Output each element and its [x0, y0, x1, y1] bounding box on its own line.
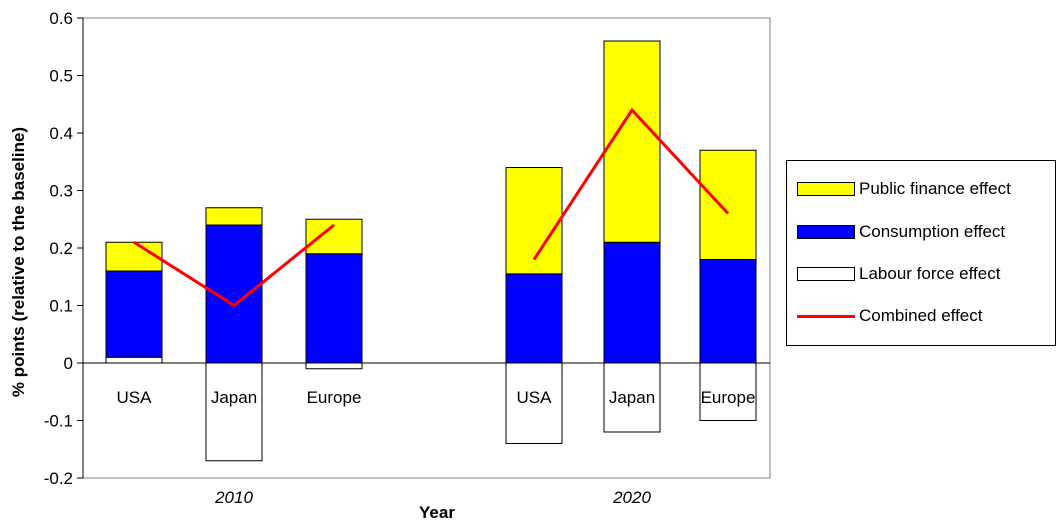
- legend-swatch: [797, 225, 855, 239]
- legend-item: Consumption effect: [797, 221, 1005, 243]
- bar-public-finance: [105, 241, 163, 272]
- bar-public-finance: [699, 149, 757, 260]
- y-tick-label: 0: [64, 354, 73, 373]
- bar-public-finance: [205, 207, 263, 226]
- category-label: Japan: [609, 388, 655, 407]
- legend: Public finance effect Consumption effect L…: [786, 160, 1056, 346]
- y-tick-label: 0.1: [49, 297, 73, 316]
- y-tick-label: -0.1: [44, 412, 73, 431]
- legend-label: Combined effect: [859, 306, 983, 325]
- y-tick-label: -0.2: [44, 469, 73, 488]
- group-label: 2010: [214, 488, 253, 507]
- y-axis-title: % points (relative to the baseline): [9, 127, 28, 397]
- y-tick-label: 0.3: [49, 182, 73, 201]
- x-axis-labels: USA Japan Europe 2010 USA Japan Europe 2020: [117, 388, 756, 507]
- category-label: Europe: [307, 388, 362, 407]
- plot-frame: [82, 17, 771, 479]
- legend-item: Combined effect: [797, 305, 982, 327]
- bar-consumption: [505, 273, 563, 364]
- legend-label: Public finance effect: [859, 179, 1011, 198]
- bar-labour-force: [205, 362, 263, 462]
- bar-public-finance: [505, 167, 563, 275]
- combined-effect-line: [532, 107, 730, 261]
- bar-labour-force: [105, 356, 163, 364]
- legend-line-swatch: [797, 314, 855, 318]
- bar-public-finance: [603, 40, 661, 243]
- bar-labour-force: [505, 362, 563, 444]
- bar-consumption: [305, 253, 363, 364]
- bar-consumption: [105, 270, 163, 358]
- legend-swatch: [797, 267, 855, 281]
- category-label: USA: [117, 388, 153, 407]
- bar-public-finance: [305, 218, 363, 255]
- legend-label: Labour force effect: [859, 264, 1001, 283]
- legend-swatch: [797, 182, 855, 196]
- y-tick-label: 0.5: [49, 67, 73, 86]
- legend-item: Public finance effect: [797, 178, 1011, 200]
- bar-consumption: [699, 259, 757, 364]
- bar-consumption: [603, 241, 661, 364]
- combined-effect-line: [133, 223, 335, 308]
- y-tick-label: 0.2: [49, 239, 73, 258]
- category-label: USA: [517, 388, 553, 407]
- legend-label: Consumption effect: [859, 222, 1006, 241]
- category-label: Japan: [211, 388, 257, 407]
- plot-area: [82, 17, 771, 479]
- y-tick-label: 0.4: [49, 124, 73, 143]
- bar-labour-force: [603, 362, 661, 433]
- bar-labour-force: [305, 362, 363, 370]
- y-axis-ticks: 0.6 0.5 0.4 0.3 0.2 0.1 0 -0.1 -0.2: [44, 9, 83, 488]
- x-axis-title: Year: [419, 503, 455, 522]
- bar-labour-force: [699, 362, 757, 421]
- category-label: Europe: [701, 388, 756, 407]
- legend-item: Labour force effect: [797, 263, 1000, 285]
- y-tick-label: 0.6: [49, 9, 73, 28]
- group-label: 2020: [612, 488, 651, 507]
